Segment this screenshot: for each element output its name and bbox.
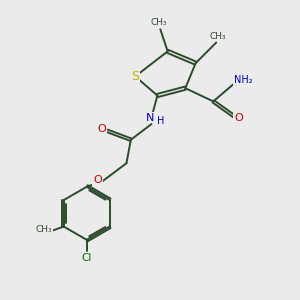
Text: H: H [157,116,165,126]
Text: NH₂: NH₂ [234,75,253,85]
Text: O: O [93,175,102,185]
Text: CH₃: CH₃ [151,18,167,27]
Text: N: N [146,112,154,123]
Text: S: S [131,70,139,83]
Text: CH₃: CH₃ [35,225,52,234]
Text: Cl: Cl [82,253,92,263]
Text: O: O [234,112,243,123]
Text: CH₃: CH₃ [209,32,226,40]
Text: O: O [98,124,106,134]
